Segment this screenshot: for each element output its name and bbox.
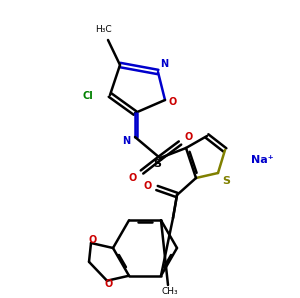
Text: Cl: Cl xyxy=(82,91,93,101)
Text: N: N xyxy=(122,136,130,146)
Text: O: O xyxy=(105,279,113,289)
Text: O: O xyxy=(169,97,177,107)
Text: O: O xyxy=(129,173,137,183)
Text: Na⁺: Na⁺ xyxy=(251,155,273,165)
Text: N: N xyxy=(160,59,168,69)
Text: H₃C: H₃C xyxy=(95,26,111,35)
Text: S: S xyxy=(153,159,161,169)
Text: S: S xyxy=(222,176,230,186)
Text: O: O xyxy=(185,132,193,142)
Text: O: O xyxy=(89,235,97,245)
Text: CH₃: CH₃ xyxy=(162,286,178,296)
Text: O: O xyxy=(144,181,152,191)
